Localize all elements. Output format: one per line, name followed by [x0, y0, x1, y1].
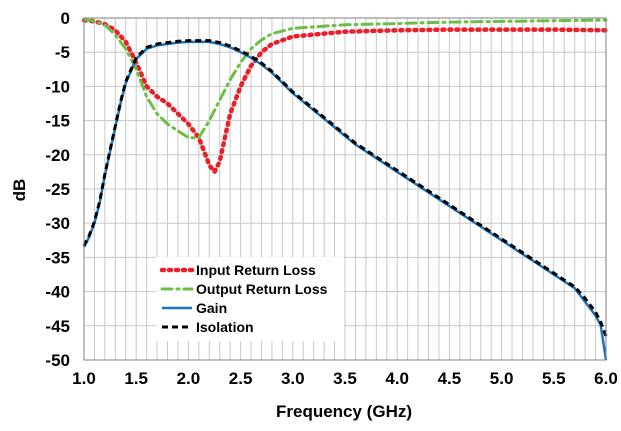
x-axis-title: Frequency (GHz) [276, 402, 412, 421]
y-tick-label: -15 [45, 112, 70, 131]
y-tick-label: -20 [45, 146, 70, 165]
x-tick-label: 4.5 [438, 369, 462, 388]
y-tick-label: -5 [55, 43, 70, 62]
x-tick-label: 2.5 [229, 369, 253, 388]
x-tick-label: 5.0 [490, 369, 514, 388]
y-tick-labels: 0 -5 -10 -15 -20 -25 -30 -35 -40 -45 -50 [45, 9, 70, 370]
y-tick-label: 0 [61, 9, 70, 28]
y-tick-label: -45 [45, 317, 70, 336]
legend-label-output-return-loss: Output Return Loss [196, 281, 328, 297]
y-tick-label: -40 [45, 283, 70, 302]
legend-label-gain: Gain [196, 300, 227, 316]
y-tick-label: -25 [45, 180, 70, 199]
x-tick-label: 3.0 [281, 369, 305, 388]
x-tick-label: 1.0 [72, 369, 96, 388]
legend-label-isolation: Isolation [196, 319, 254, 335]
legend-label-input-return-loss: Input Return Loss [196, 262, 316, 278]
y-tick-label: -50 [45, 351, 70, 370]
y-tick-label: -30 [45, 214, 70, 233]
x-tick-label: 5.5 [542, 369, 566, 388]
y-tick-label: -35 [45, 248, 70, 267]
legend: Input Return Loss Output Return Loss Gain I… [156, 257, 344, 341]
x-tick-label: 3.5 [333, 369, 357, 388]
x-tick-label: 4.0 [385, 369, 409, 388]
y-tick-label: -10 [45, 77, 70, 96]
y-axis-title: dB [10, 179, 29, 202]
x-tick-label: 6.0 [594, 369, 618, 388]
x-tick-labels: 1.0 1.5 2.0 2.5 3.0 3.5 4.0 4.5 5.0 5.5 6.0 [72, 369, 618, 388]
x-tick-label: 2.0 [177, 369, 201, 388]
x-tick-label: 1.5 [124, 369, 148, 388]
